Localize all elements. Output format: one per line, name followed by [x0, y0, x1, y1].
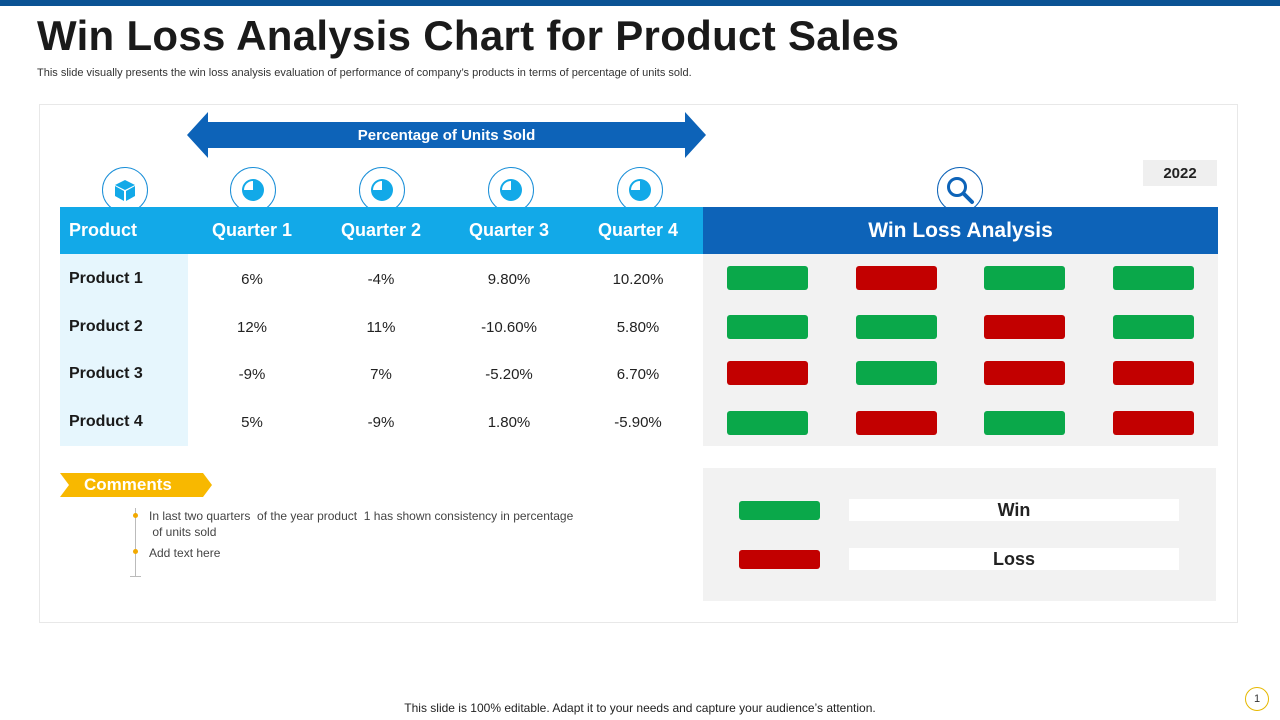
- product-name: Product 4: [69, 413, 143, 430]
- table-header-win-loss: [703, 207, 1218, 254]
- product-name: Product 1: [69, 270, 143, 287]
- legend-loss-label: Loss: [849, 548, 1179, 570]
- comment-text-1: In last two quarters of the year product…: [149, 508, 573, 540]
- timeline-cap: [130, 576, 141, 577]
- win-indicator: [856, 361, 937, 385]
- header-quarter-1: Quarter 1: [211, 220, 293, 240]
- bullet-dot: [133, 549, 138, 554]
- table-cell: 9.80%: [487, 270, 531, 288]
- loss-indicator: [984, 315, 1065, 339]
- header-quarter-3: Quarter 3: [468, 220, 550, 240]
- pie-chart-icon: [617, 167, 663, 213]
- top-accent-bar: [0, 0, 1280, 6]
- header-win-loss-analysis: Win Loss Analysis: [868, 218, 1053, 242]
- comments-tag: [60, 473, 212, 497]
- win-indicator: [1113, 266, 1194, 290]
- header-product: Product: [69, 220, 138, 240]
- slide-title: Win Loss Analysis Chart for Product Sale…: [37, 12, 900, 59]
- product-name: Product 2: [69, 318, 143, 335]
- loss-indicator: [984, 361, 1065, 385]
- legend-win-swatch: [739, 501, 820, 520]
- product-column: [60, 254, 188, 446]
- table-cell: 5%: [241, 413, 263, 431]
- pie-chart-icon: [359, 167, 405, 213]
- win-indicator: [727, 315, 808, 339]
- table-cell: -4%: [367, 270, 395, 288]
- page-number: 1: [1245, 687, 1269, 711]
- table-cell: 6%: [241, 270, 263, 288]
- comment-text-2: Add text here: [149, 546, 221, 560]
- win-indicator: [856, 315, 937, 339]
- product-name: Product 3: [69, 365, 143, 382]
- win-indicator: [727, 266, 808, 290]
- loss-indicator: [1113, 411, 1194, 435]
- win-indicator: [984, 411, 1065, 435]
- table-header-quarters: [60, 207, 703, 254]
- win-indicator: [727, 411, 808, 435]
- arrow-label: Percentage of Units Sold: [357, 126, 536, 144]
- pie-chart-icon: [488, 167, 534, 213]
- magnifier-icon: [937, 167, 983, 213]
- loss-indicator: [727, 361, 808, 385]
- table-cell: 5.80%: [616, 318, 660, 336]
- comments-label: Comments: [84, 475, 172, 494]
- table-cell: 12%: [236, 318, 268, 336]
- legend-win-label: Win: [849, 499, 1179, 521]
- comment-line: of units sold: [149, 525, 217, 539]
- double-arrow-icon: [187, 112, 706, 158]
- table-cell: -5.20%: [485, 365, 533, 383]
- loss-indicator: [856, 411, 937, 435]
- loss-indicator: [1113, 361, 1194, 385]
- legend-panel: [703, 468, 1216, 601]
- win-indicator: [1113, 315, 1194, 339]
- table-cell: 7%: [370, 365, 392, 383]
- table-cell: -9%: [238, 365, 266, 383]
- comment-line: In last two quarters of the year product…: [149, 509, 574, 523]
- header-quarter-4: Quarter 4: [597, 220, 679, 240]
- box-icon: [102, 167, 148, 213]
- bullet-dot: [133, 513, 138, 518]
- loss-indicator: [856, 266, 937, 290]
- header-quarter-2: Quarter 2: [340, 220, 422, 240]
- table-cell: -10.60%: [481, 318, 537, 336]
- slide-subtitle: This slide visually presents the win los…: [37, 67, 692, 79]
- timeline-line: [135, 508, 136, 576]
- win-indicator: [984, 266, 1065, 290]
- legend-loss-swatch: [739, 550, 820, 569]
- table-cell: -9%: [367, 413, 395, 431]
- table-cell: -5.90%: [614, 413, 662, 431]
- pie-chart-icon: [230, 167, 276, 213]
- table-cell: 10.20%: [612, 270, 664, 288]
- year-badge: 2022: [1143, 160, 1217, 186]
- table-cell: 1.80%: [487, 413, 531, 431]
- table-cell: 11%: [366, 318, 396, 336]
- table-cell: 6.70%: [616, 365, 660, 383]
- footer-text: This slide is 100% editable. Adapt it to…: [404, 701, 876, 715]
